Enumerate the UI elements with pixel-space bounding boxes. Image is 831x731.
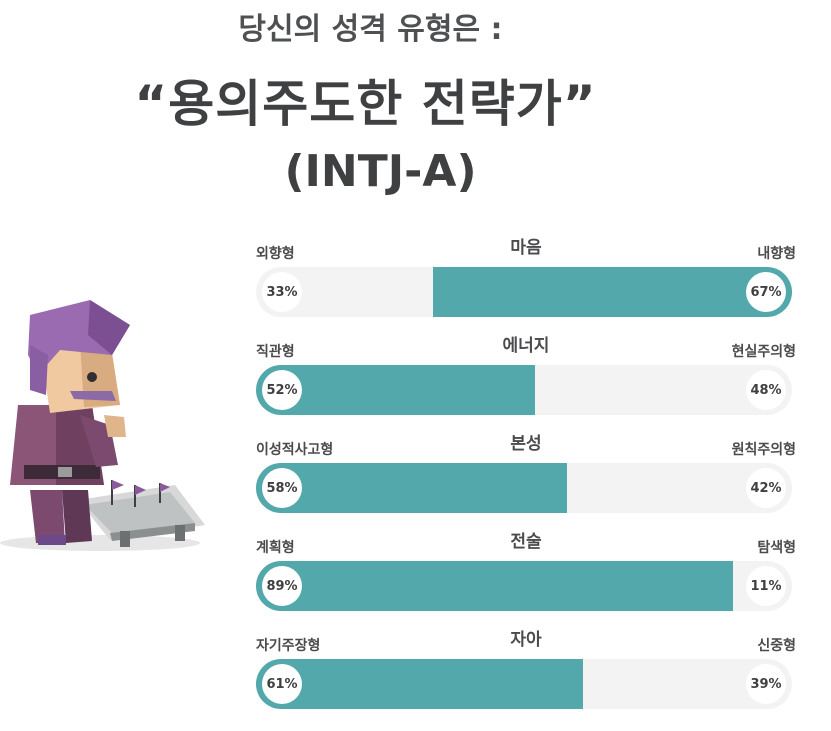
trait-bar-fill [256, 365, 535, 415]
trait-left-value: 89% [262, 566, 302, 606]
result-intro: 당신의 성격 유형은 : [238, 12, 503, 47]
trait-right-label: 현실주의형 [731, 344, 796, 360]
trait-right-value: 42% [746, 468, 786, 508]
trait-row: 전술 계획형 탐색형 89% 11% [256, 527, 796, 617]
trait-left-label: 외향형 [256, 246, 295, 262]
strategist-character-icon [0, 295, 220, 555]
trait-left-value: 58% [262, 468, 302, 508]
personality-type-name: “용의주도한 전략가” [134, 75, 597, 133]
trait-name: 에너지 [502, 336, 550, 356]
trait-bar-fill [256, 561, 733, 611]
trait-left-label: 자기주장형 [256, 638, 321, 654]
trait-right-label: 신중형 [757, 638, 796, 654]
trait-left-label: 이성적사고형 [256, 442, 334, 458]
personality-type-code: (INTJ-A) [284, 146, 477, 197]
trait-bar-fill [433, 267, 792, 317]
trait-left-label: 계획형 [256, 540, 295, 556]
trait-name: 자아 [510, 630, 542, 650]
trait-right-value: 48% [746, 370, 786, 410]
trait-row: 에너지 직관형 현실주의형 52% 48% [256, 331, 796, 421]
trait-bar-fill [256, 659, 583, 709]
trait-right-label: 내향형 [757, 246, 796, 262]
trait-left-label: 직관형 [256, 344, 295, 360]
trait-left-value: 61% [262, 664, 302, 704]
trait-bar-fill [256, 463, 567, 513]
trait-name: 본성 [510, 434, 542, 454]
trait-row: 본성 이성적사고형 원칙주의형 58% 42% [256, 429, 796, 519]
trait-name: 마음 [510, 238, 542, 258]
trait-name: 전술 [510, 532, 542, 552]
trait-right-value: 39% [746, 664, 786, 704]
trait-right-value: 11% [746, 566, 786, 606]
trait-right-label: 탐색형 [757, 540, 796, 556]
trait-row: 자아 자기주장형 신중형 61% 39% [256, 625, 796, 715]
trait-right-label: 원칙주의형 [731, 442, 796, 458]
trait-left-value: 52% [262, 370, 302, 410]
trait-right-value: 67% [746, 272, 786, 312]
trait-left-value: 33% [262, 272, 302, 312]
trait-row: 마음 외향형 내향형 33% 67% [256, 233, 796, 323]
